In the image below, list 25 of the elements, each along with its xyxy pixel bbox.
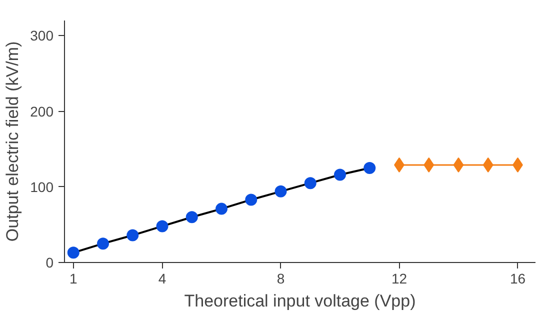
y-tick-label: 200: [30, 103, 54, 120]
point: [67, 246, 80, 259]
x-tick-label: 1: [69, 270, 78, 286]
x-axis-title: Theoretical input voltage (Vpp): [184, 292, 416, 310]
point: [186, 211, 198, 224]
y-tick-label: 0: [46, 254, 54, 270]
point: [97, 238, 110, 250]
x-tick-label: 8: [276, 270, 285, 286]
point: [274, 185, 287, 198]
point: [364, 162, 376, 174]
point: [126, 229, 139, 242]
point: [245, 194, 258, 206]
point: [216, 202, 228, 215]
point: [156, 220, 168, 232]
x-tick-label: 16: [510, 270, 526, 286]
point: [424, 157, 434, 172]
point: [304, 177, 316, 190]
x-tick-label: 4: [158, 270, 166, 286]
point: [453, 157, 464, 172]
point: [482, 157, 494, 172]
y-tick-label: 300: [30, 28, 54, 44]
point: [334, 168, 346, 181]
y-tick-label: 100: [30, 178, 54, 195]
x-tick-label: 12: [391, 270, 408, 286]
y-axis-title: Output electric field (kV/m): [3, 41, 22, 242]
